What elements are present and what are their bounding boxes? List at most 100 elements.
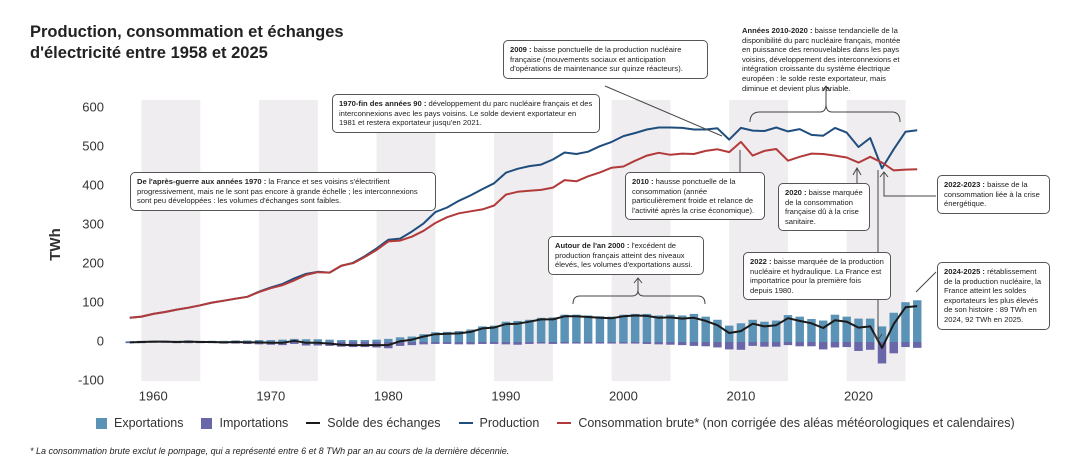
bar: [783, 342, 793, 346]
bar: [866, 342, 875, 350]
x-tick-label: 2010: [726, 388, 755, 403]
annotation-heading: Années 2010-2020 :: [742, 26, 813, 35]
annotation-heading: 2009 :: [510, 45, 532, 54]
bar: [889, 312, 898, 342]
annotation-text: hausse ponctuelle de la consommation (an…: [632, 177, 755, 215]
annotation-heading: 2022 :: [750, 257, 772, 266]
legend-item: Solde des échanges: [306, 416, 441, 430]
annotation-text: baisse marquée de la production nucléair…: [750, 257, 884, 295]
bar: [536, 342, 546, 344]
bar: [760, 321, 769, 342]
bar: [478, 342, 487, 344]
bar: [807, 318, 816, 342]
y-tick-label: 600: [82, 99, 104, 114]
annotation-heading: De l'après-guerre aux années 1970 :: [137, 177, 267, 186]
bar: [348, 340, 358, 342]
annotation-heading: 2024-2025 :: [944, 267, 985, 276]
bar: [536, 317, 546, 342]
annotation-text: baisse tendancielle de la disponibilité …: [742, 26, 901, 93]
bar: [513, 342, 522, 345]
bar: [760, 342, 769, 347]
y-tick-label: 400: [82, 177, 104, 192]
bar: [677, 315, 687, 342]
bar: [630, 342, 640, 344]
arrow: [633, 277, 643, 290]
bar: [548, 317, 558, 342]
legend: Exportations Importations Solde des échang…: [96, 416, 1015, 430]
bar: [454, 331, 464, 342]
y-tick-label: 300: [82, 216, 104, 231]
annotation: 2024-2025 : rétablissement de la product…: [937, 262, 1050, 330]
bar: [666, 314, 675, 342]
bar: [407, 342, 417, 346]
y-tick-label: 100: [82, 294, 104, 309]
legend-item: Consommation brute* (non corrigée des al…: [557, 416, 1015, 430]
bar: [771, 320, 781, 342]
line: [129, 140, 918, 319]
bar: [595, 316, 605, 342]
bar: [395, 342, 405, 346]
bar: [254, 340, 264, 342]
x-tick-label: 1990: [491, 388, 520, 403]
bar: [677, 342, 687, 346]
bar: [701, 342, 710, 347]
bar: [771, 342, 781, 347]
bar: [818, 320, 828, 342]
legend-line: [557, 421, 572, 425]
annotation-text: baisse ponctuelle de la production nuclé…: [510, 45, 683, 74]
annotation: 2022-2023 : baisse de la consommation li…: [937, 175, 1050, 214]
bar: [619, 342, 628, 344]
y-tick-label: -100: [78, 372, 104, 387]
annotation-heading: 2010 :: [632, 177, 654, 186]
legend-item: Importations: [201, 416, 288, 430]
bar: [630, 313, 640, 342]
bar: [431, 342, 440, 344]
bar: [278, 339, 287, 342]
x-tick-label: 1970: [256, 388, 285, 403]
decade-band: [141, 100, 201, 381]
bar: [913, 300, 922, 342]
bar: [748, 319, 757, 342]
bar: [478, 326, 487, 342]
bar: [595, 342, 605, 344]
leaders: [572, 85, 937, 341]
bar: [713, 342, 722, 348]
annotation-heading: Autour de l'an 2000 :: [555, 241, 630, 250]
bar: [654, 315, 663, 342]
legend-line: [306, 421, 321, 425]
legend-label: Consommation brute* (non corrigée des al…: [578, 416, 1015, 430]
bar: [243, 340, 252, 342]
bar: [372, 339, 381, 342]
legend-line: [458, 421, 473, 425]
x-tick-label: 1980: [374, 388, 403, 403]
bar: [525, 342, 534, 344]
annotation-text: la France et ses voisins s'électrifient …: [137, 177, 418, 206]
bar: [748, 342, 757, 346]
bar: [877, 342, 887, 364]
chart-title: Production, consommation et échanges d'é…: [30, 23, 344, 62]
bar: [830, 314, 840, 342]
annotation-text: rétablissement de la production nucléair…: [944, 267, 1042, 324]
bar: [795, 316, 804, 342]
bar: [419, 342, 428, 345]
bar: [501, 321, 511, 342]
bar: [301, 339, 311, 342]
bar: [337, 340, 346, 342]
y-axis-label: TWh: [47, 228, 64, 260]
bar: [689, 313, 699, 342]
bar: [360, 340, 370, 342]
bar: [325, 339, 334, 342]
footnote: * La consommation brute exclut le pompag…: [30, 446, 510, 456]
line: [129, 305, 918, 349]
bar: [313, 339, 323, 342]
bar: [431, 332, 440, 342]
legend-label: Production: [479, 416, 540, 430]
bar: [572, 314, 581, 342]
bar: [466, 329, 475, 342]
bar: [607, 316, 616, 342]
bar: [854, 342, 863, 351]
annotation: Autour de l'an 2000 : l'excédent de prod…: [548, 236, 704, 275]
bar: [583, 315, 593, 342]
bar: [842, 342, 851, 348]
